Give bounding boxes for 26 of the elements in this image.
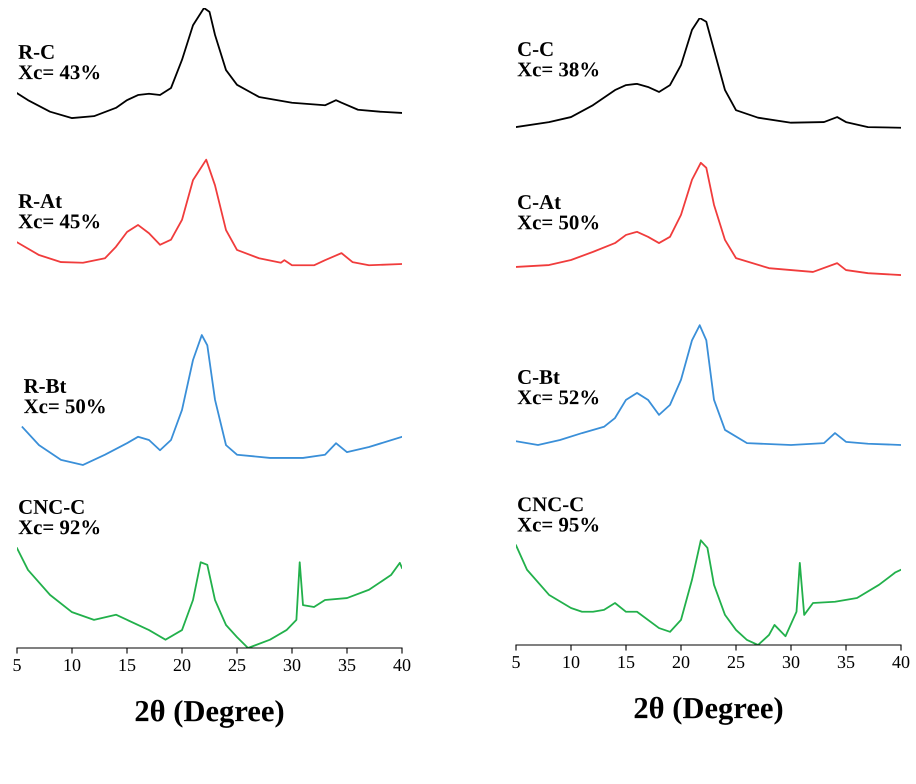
x-tick-label: 15 xyxy=(120,659,136,672)
series-label: R-C Xc= 43% xyxy=(18,44,100,80)
x-axis-title: 2θ (Degree) xyxy=(634,696,782,725)
series-label: C-C Xc= 38% xyxy=(517,42,598,77)
x-tick-label: 20 xyxy=(174,658,190,672)
series-label: R-At Xc= 45% xyxy=(18,194,100,228)
x-tick-label: 35 xyxy=(338,658,356,672)
x-axis-title: 2θ (Degree) xyxy=(136,700,284,728)
series-label: R-Bt Xc= 50% xyxy=(24,379,105,414)
x-tick-label: 25 xyxy=(728,656,744,668)
x-tick-label: 10 xyxy=(564,656,580,668)
series-label: C-At Xc= 50% xyxy=(517,195,598,230)
x-tick-label: 30 xyxy=(782,656,800,668)
series-label: CNC-C Xc= 92% xyxy=(18,500,100,534)
series-label: CNC-C Xc= 95% xyxy=(517,497,598,532)
x-tick-label: 5 xyxy=(512,656,520,668)
x-tick-label: 20 xyxy=(672,656,690,668)
x-tick-label: 5 xyxy=(14,659,21,672)
x-tick-label: 40 xyxy=(393,658,410,672)
x-tick-label: 35 xyxy=(838,656,854,668)
series-label: C-Bt Xc= 52% xyxy=(517,370,598,404)
x-tick-label: 15 xyxy=(618,656,634,668)
x-tick-label: 40 xyxy=(892,656,910,668)
x-tick-label: 25 xyxy=(228,658,246,672)
x-tick-label: 10 xyxy=(64,658,80,672)
x-tick-label: 30 xyxy=(284,658,300,672)
